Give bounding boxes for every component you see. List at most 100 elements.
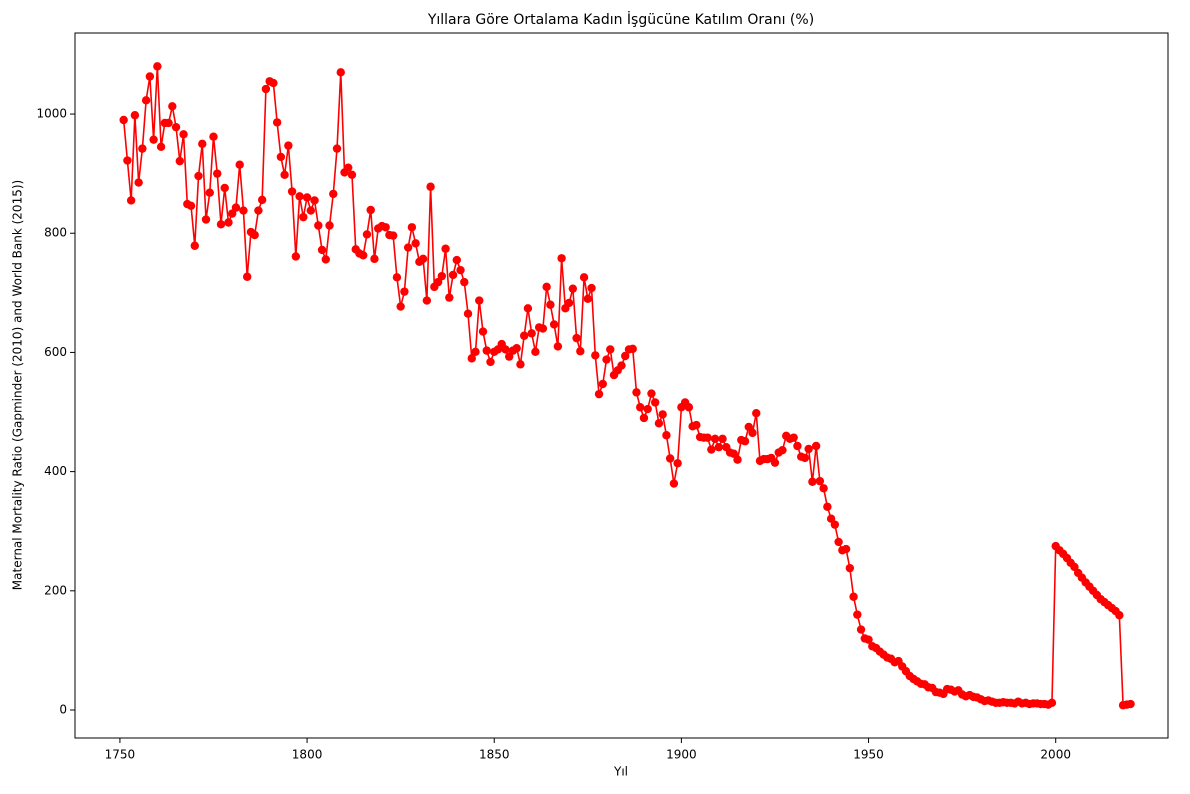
data-point [463, 309, 473, 318]
data-point [168, 102, 177, 111]
data-point [546, 300, 555, 309]
data-point [669, 479, 679, 488]
data-point [130, 111, 140, 120]
data-point [287, 187, 297, 196]
data-point [692, 420, 701, 430]
data-point [815, 476, 825, 486]
data-point [164, 118, 173, 128]
data-point [856, 625, 866, 634]
data-point [841, 544, 851, 554]
data-point [407, 223, 417, 232]
y-tick-label: 800 [44, 226, 67, 240]
chart-title: Yıllara Göre Ortalama Kadın İşgücüne Kat… [427, 10, 814, 28]
data-point [224, 218, 233, 227]
y-tick-label: 200 [44, 583, 67, 597]
data-point [531, 347, 540, 357]
data-point [141, 96, 151, 105]
data-point [752, 409, 761, 418]
data-point [557, 254, 566, 263]
data-point [216, 220, 226, 229]
data-point [422, 296, 432, 305]
data-point [336, 68, 345, 77]
data-point [201, 215, 211, 224]
data-point [445, 293, 454, 302]
data-point [209, 132, 218, 141]
data-point [523, 304, 533, 313]
data-point [448, 270, 458, 280]
y-tick-label: 0 [59, 702, 67, 716]
data-point [388, 231, 398, 240]
data-point [654, 419, 664, 428]
x-tick-label: 2000 [1040, 748, 1071, 762]
data-point [441, 244, 450, 253]
series-line [122, 66, 1131, 707]
data-point [272, 118, 282, 127]
data-point [549, 320, 559, 329]
data-point [149, 135, 158, 144]
data-point [269, 78, 278, 88]
data-point [789, 433, 798, 442]
data-point [134, 178, 143, 187]
data-point [864, 635, 873, 644]
data-point [190, 241, 199, 250]
x-axis-label: Yıl [613, 765, 628, 779]
data-point [621, 351, 630, 361]
data-point [849, 592, 858, 601]
data-point [478, 327, 488, 336]
data-point [710, 434, 720, 444]
data-point [568, 284, 578, 293]
data-point [804, 444, 813, 454]
data-point [572, 333, 581, 343]
data-point [579, 273, 589, 282]
data-point [295, 192, 304, 201]
data-point [486, 357, 495, 367]
data-point [257, 195, 267, 205]
data-point [171, 122, 181, 132]
data-point [400, 287, 409, 296]
data-point [770, 458, 780, 467]
data-point [834, 537, 843, 547]
data-point [370, 254, 379, 264]
data-point [598, 379, 607, 389]
data-point [512, 344, 521, 353]
data-point [1047, 698, 1057, 708]
data-point [284, 141, 293, 150]
data-point [403, 243, 413, 252]
data-point [261, 84, 271, 94]
y-tick-label: 400 [44, 464, 67, 478]
data-point [250, 230, 259, 240]
data-point [811, 441, 821, 451]
data-point [452, 255, 462, 265]
data-point [684, 403, 694, 412]
data-point [583, 294, 593, 303]
data-point [665, 454, 675, 463]
data-point [606, 345, 615, 354]
data-point [617, 361, 626, 370]
data-point [482, 346, 491, 355]
y-tick-label: 600 [44, 345, 67, 359]
data-point [418, 254, 428, 264]
data-point [186, 201, 196, 211]
data-point [714, 442, 724, 452]
data-point [587, 283, 596, 293]
data-point [636, 403, 645, 412]
data-point [471, 347, 480, 357]
data-point [748, 428, 757, 438]
data-point [198, 139, 207, 149]
data-point [516, 360, 525, 369]
data-point [542, 282, 551, 292]
data-point [632, 388, 641, 397]
data-point [239, 206, 248, 215]
data-point [778, 445, 787, 455]
x-tick-label: 1750 [105, 748, 136, 762]
data-point [793, 441, 802, 451]
data-point [299, 212, 308, 222]
data-point [647, 389, 656, 398]
data-point [1126, 699, 1135, 709]
data-point [800, 453, 810, 463]
data-point [347, 170, 357, 180]
data-point [703, 433, 712, 442]
data-point [126, 196, 136, 205]
x-tick-label: 1850 [479, 748, 510, 762]
data-point [823, 502, 832, 511]
